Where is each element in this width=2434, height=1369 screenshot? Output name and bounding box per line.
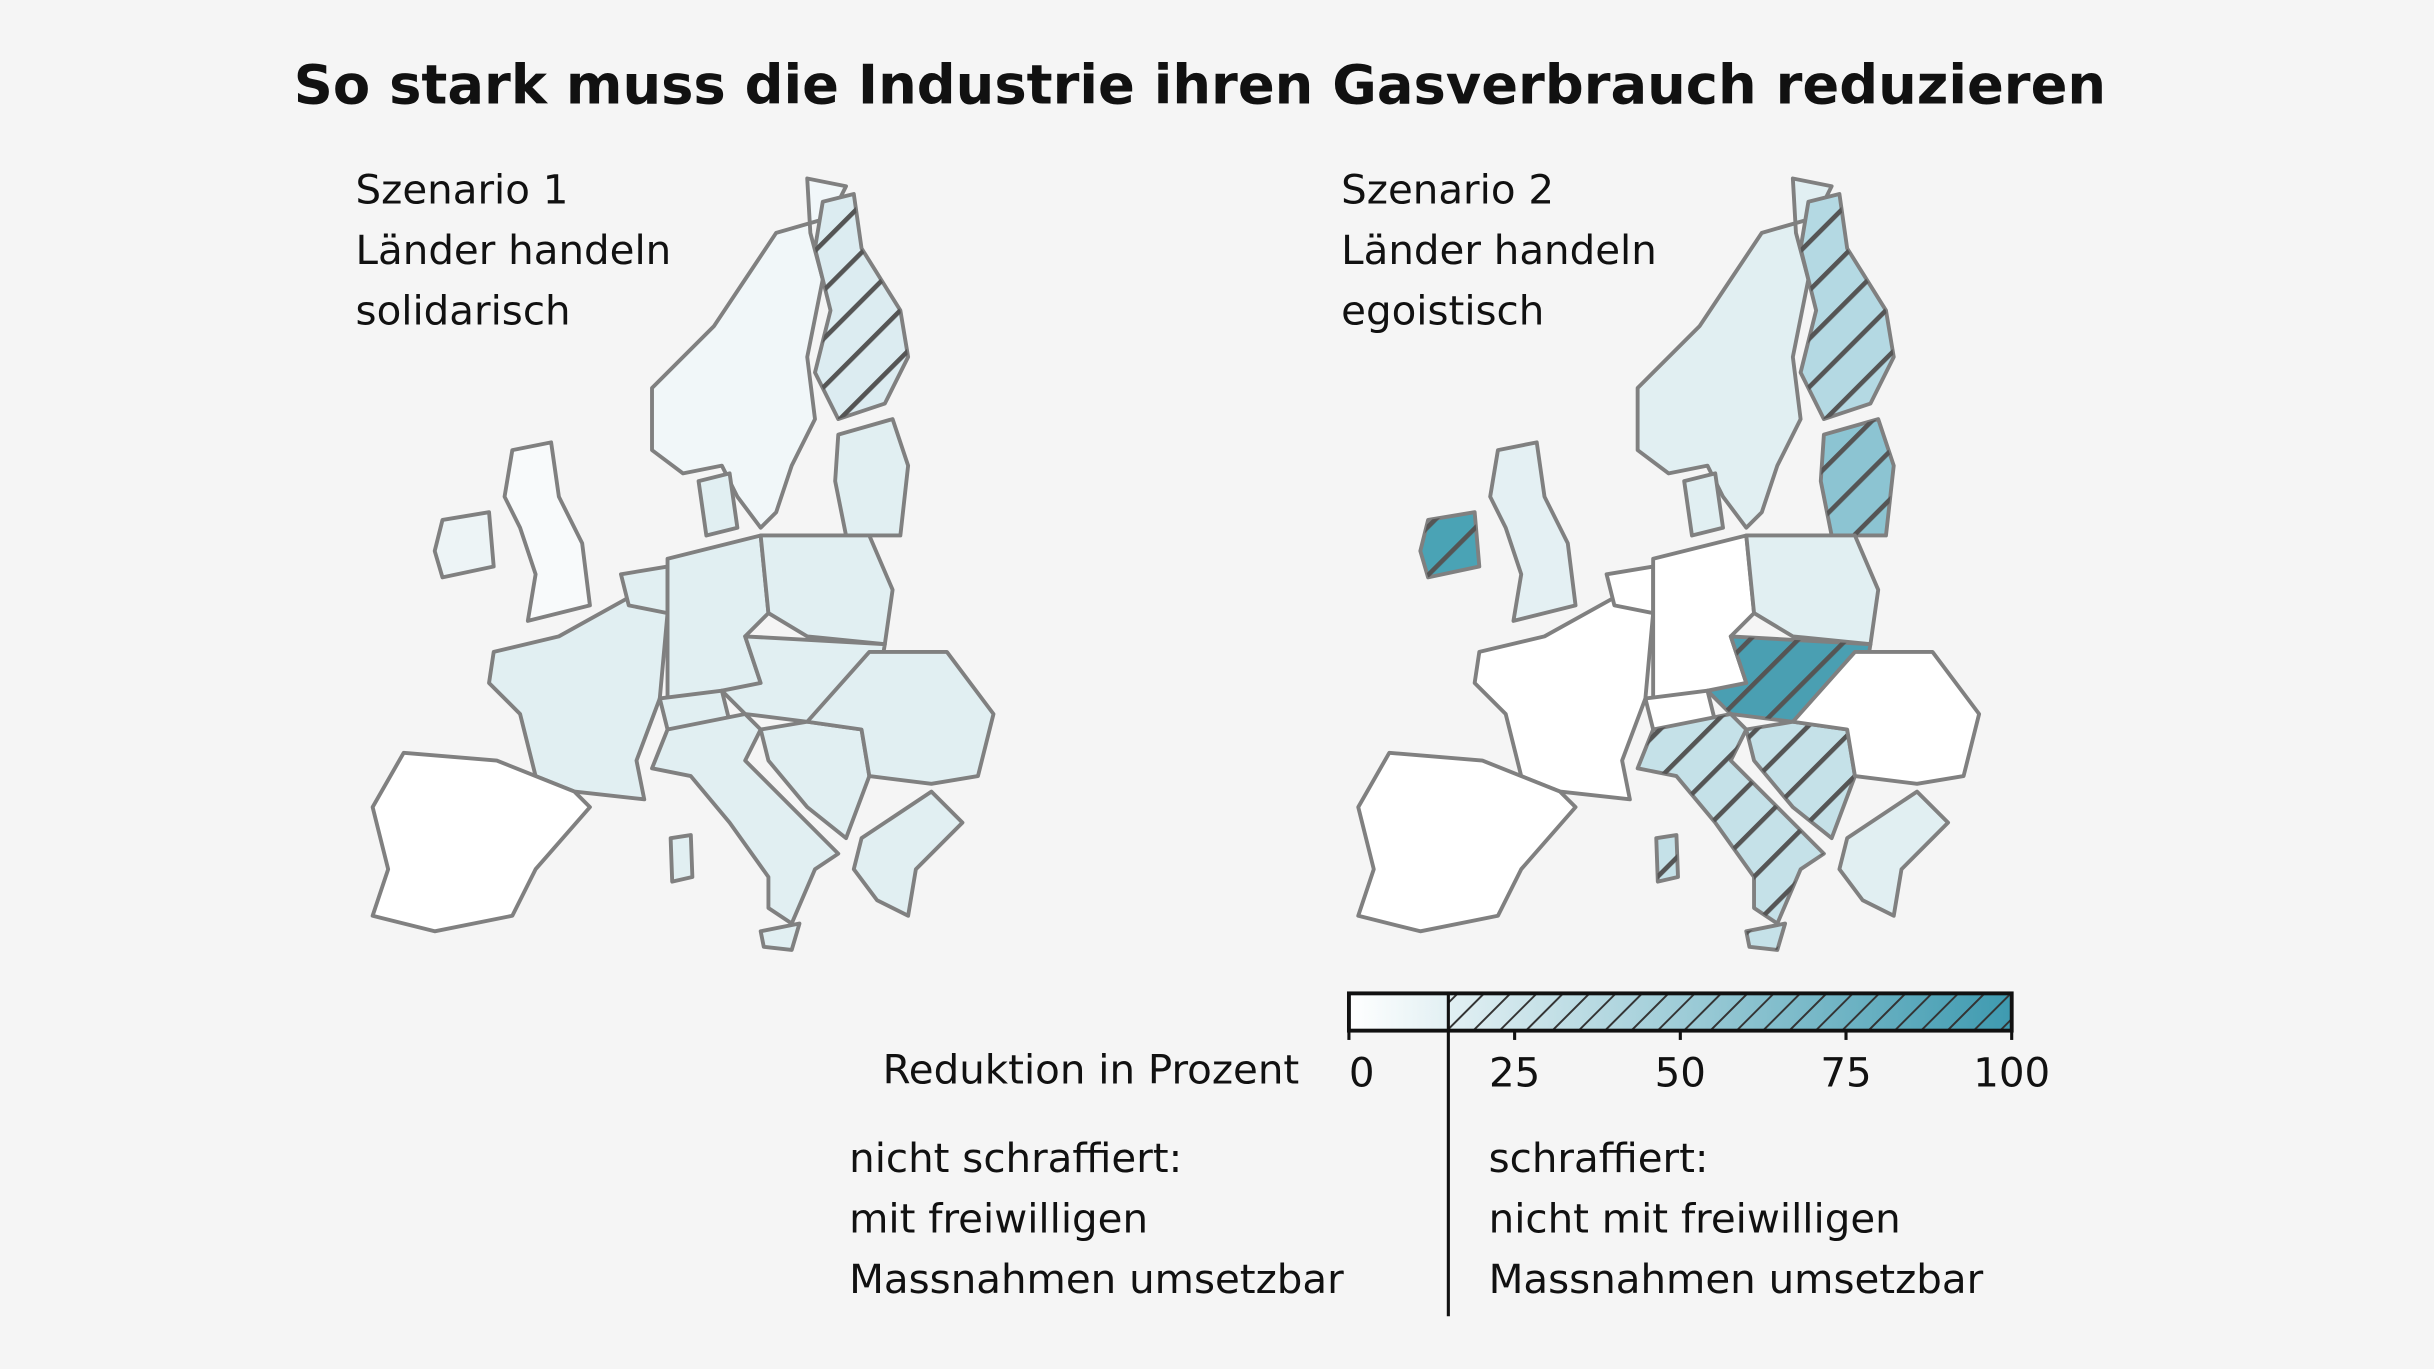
country: [650, 176, 848, 530]
country-hatch: [814, 194, 909, 420]
country-hatch: [1746, 923, 1786, 950]
country: [1635, 176, 1834, 530]
hatched-range: [1448, 993, 2012, 1031]
country: [668, 833, 695, 884]
country: [1356, 750, 1578, 934]
legend-note: nicht mit freiwilligen: [1489, 1196, 1901, 1243]
legend-note: schraffiert:: [1489, 1135, 1709, 1182]
tick-label: 0: [1349, 1050, 1375, 1097]
legend-note: Massnahmen umsetzbar: [1489, 1256, 1984, 1303]
map-caption: Länder handeln: [1341, 227, 1657, 274]
country-hatch: [1420, 512, 1480, 578]
country: [487, 595, 670, 802]
country: [833, 417, 911, 538]
country: [805, 649, 996, 786]
tick-label: 50: [1655, 1050, 1706, 1097]
tick-label: 25: [1489, 1050, 1540, 1097]
country: [1488, 440, 1578, 623]
map-caption: Szenario 1: [356, 166, 569, 213]
country: [665, 533, 771, 709]
country: [1682, 471, 1725, 538]
country: [1651, 533, 1756, 709]
country: [758, 921, 802, 952]
country: [502, 440, 592, 623]
map: [370, 176, 996, 952]
country: [696, 471, 740, 538]
country: [619, 564, 670, 616]
country-hatch: [1820, 419, 1894, 536]
tick-label: 100: [1973, 1050, 2050, 1097]
map-caption: egoistisch: [1341, 288, 1544, 335]
map-caption: Szenario 2: [1341, 166, 1554, 213]
country: [1790, 649, 1982, 786]
legend-title: Reduktion in Prozent: [883, 1047, 1300, 1094]
country: [1604, 564, 1656, 616]
country-hatch: [1637, 713, 1824, 924]
legend-note: Massnahmen umsetzbar: [849, 1256, 1344, 1303]
title: So stark muss die Industrie ihren Gasver…: [294, 54, 2106, 117]
country-hatch: [1656, 835, 1678, 882]
country: [851, 789, 965, 918]
map-caption: solidarisch: [356, 288, 571, 335]
legend-note: nicht schraffiert:: [849, 1135, 1182, 1182]
tick-label: 75: [1820, 1050, 1871, 1097]
legend-note: mit freiwilligen: [849, 1196, 1148, 1243]
map: [1356, 176, 1982, 952]
country: [432, 510, 496, 580]
legend: 0 25 50 75 100 Reduktion in Prozent nicht schr…: [849, 991, 2050, 1317]
country: [1837, 789, 1951, 918]
country-hatch: [1746, 721, 1855, 839]
country: [1472, 595, 1656, 802]
maps: [370, 176, 1982, 952]
country: [370, 750, 592, 934]
map-caption: Länder handeln: [356, 227, 672, 274]
country: [650, 712, 841, 926]
country-hatch: [1800, 194, 1894, 420]
